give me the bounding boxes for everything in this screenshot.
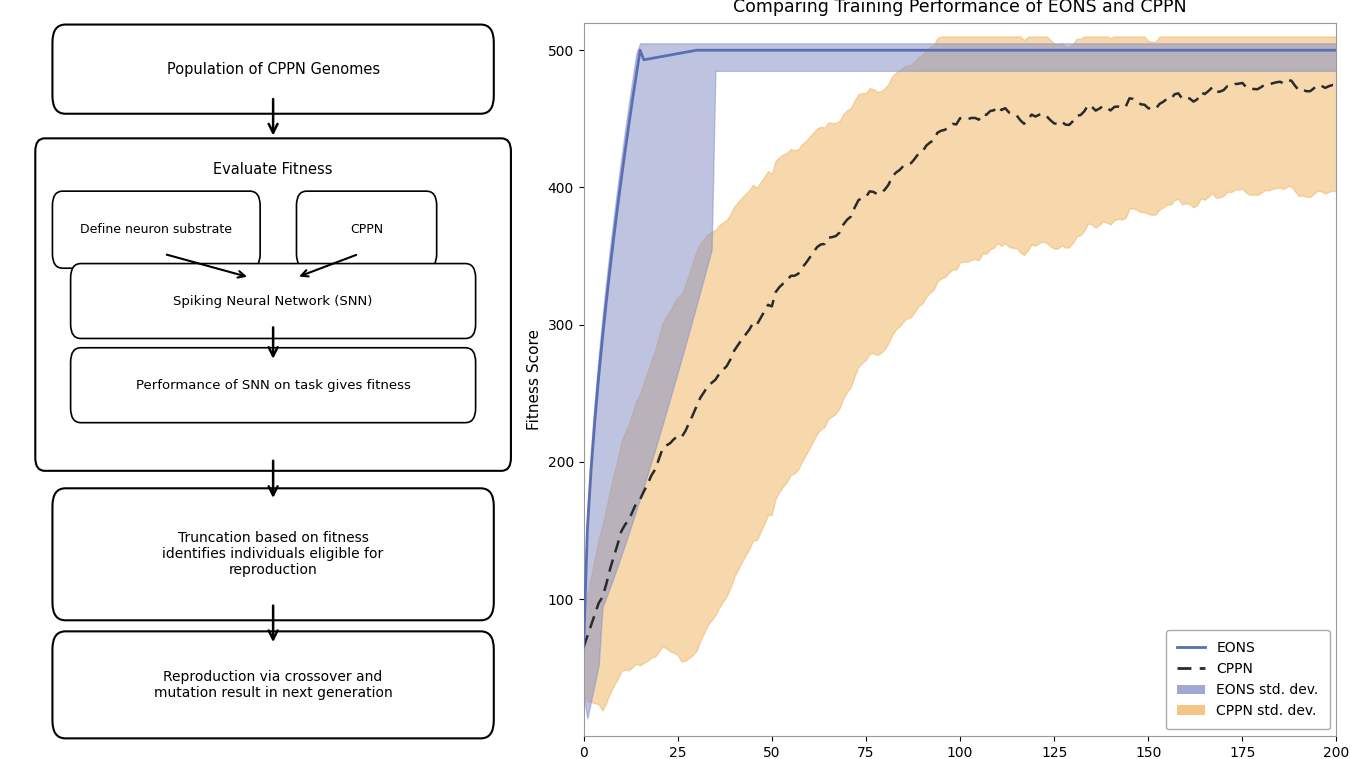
Text: Define neuron substrate: Define neuron substrate xyxy=(80,223,232,236)
Text: Spiking Neural Network (SNN): Spiking Neural Network (SNN) xyxy=(173,294,373,307)
FancyBboxPatch shape xyxy=(53,488,494,620)
Text: Truncation based on fitness
identifies individuals eligible for
reproduction: Truncation based on fitness identifies i… xyxy=(162,531,383,578)
FancyBboxPatch shape xyxy=(53,631,494,739)
FancyBboxPatch shape xyxy=(70,348,475,423)
Text: Performance of SNN on task gives fitness: Performance of SNN on task gives fitness xyxy=(136,379,410,392)
Title: Comparing Training Performance of EONS and CPPN: Comparing Training Performance of EONS a… xyxy=(733,0,1187,16)
Text: Reproduction via crossover and
mutation result in next generation: Reproduction via crossover and mutation … xyxy=(154,669,393,700)
Y-axis label: Fitness Score: Fitness Score xyxy=(526,329,541,430)
FancyBboxPatch shape xyxy=(53,24,494,114)
FancyBboxPatch shape xyxy=(70,263,475,339)
Text: Population of CPPN Genomes: Population of CPPN Genomes xyxy=(166,61,379,77)
Text: CPPN: CPPN xyxy=(350,223,383,236)
Legend: EONS, CPPN, EONS std. dev., CPPN std. dev.: EONS, CPPN, EONS std. dev., CPPN std. de… xyxy=(1166,630,1330,729)
FancyBboxPatch shape xyxy=(35,138,510,471)
FancyBboxPatch shape xyxy=(297,191,436,268)
FancyBboxPatch shape xyxy=(53,191,261,268)
Text: Evaluate Fitness: Evaluate Fitness xyxy=(213,162,333,177)
